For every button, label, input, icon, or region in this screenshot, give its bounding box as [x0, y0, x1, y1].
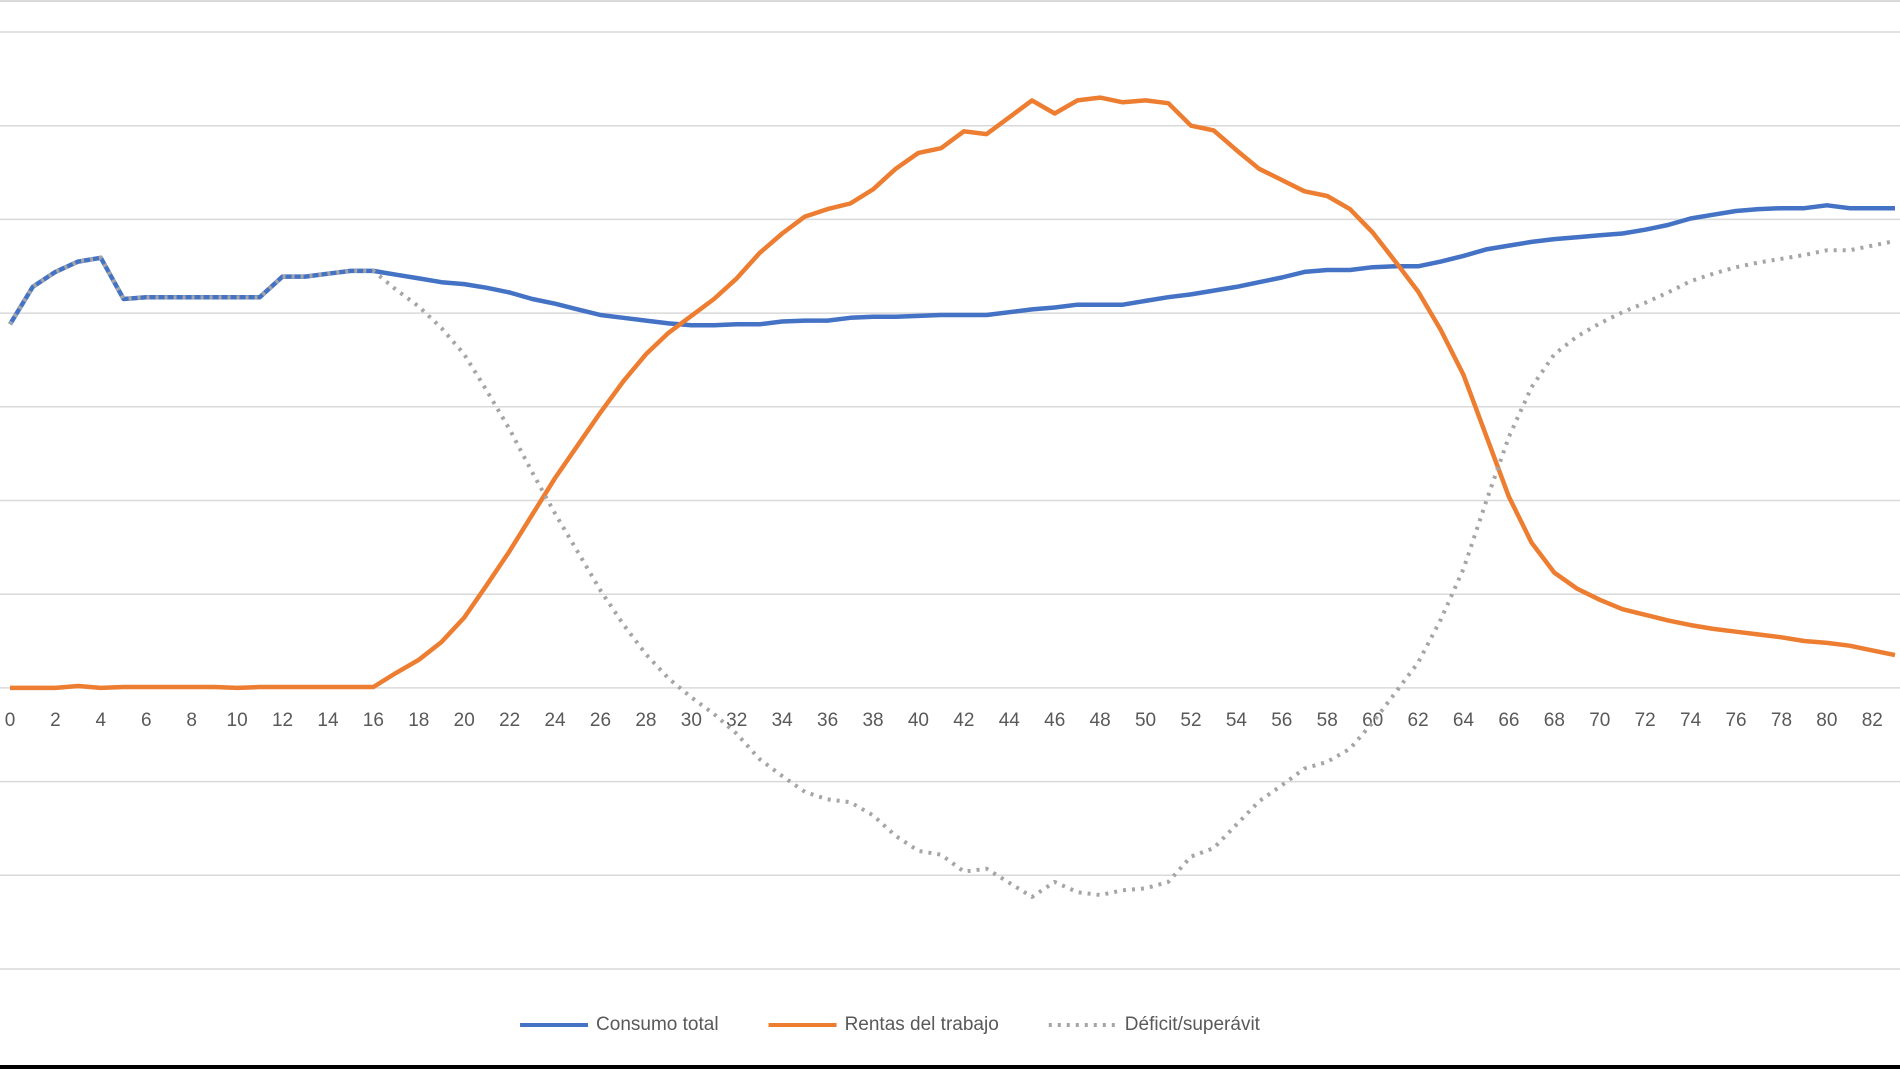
x-tick-label: 76: [1725, 710, 1746, 731]
x-tick-label: 40: [908, 710, 929, 731]
x-tick-label: 24: [544, 710, 566, 731]
x-tick-label: 36: [817, 710, 838, 731]
series-line: [8, 203, 1895, 328]
x-tick-label: 10: [227, 710, 248, 731]
x-tick-label: 58: [1317, 710, 1338, 731]
x-tick-label: 12: [272, 710, 293, 731]
legend-label: Rentas del trabajo: [845, 1014, 999, 1035]
x-tick-label: 68: [1544, 710, 1565, 731]
x-tick-label: 62: [1408, 710, 1429, 731]
x-tick-label: 74: [1680, 710, 1702, 731]
series-line: [8, 239, 1896, 899]
x-tick-label: 46: [1044, 710, 1065, 731]
x-tick-label: 14: [317, 710, 339, 731]
x-tick-label: 44: [999, 710, 1021, 731]
x-tick-label: 54: [1226, 710, 1248, 731]
x-tick-label: 0: [5, 710, 16, 731]
x-tick-label: 4: [96, 710, 107, 731]
legend-label: Consumo total: [596, 1014, 719, 1035]
x-tick-label: 72: [1635, 710, 1656, 731]
x-tick-label: 52: [1180, 710, 1201, 731]
x-tick-label: 34: [772, 710, 794, 731]
x-tick-label: 48: [1090, 710, 1111, 731]
x-tick-label: 8: [186, 710, 197, 731]
x-tick-label: 80: [1816, 710, 1837, 731]
x-tick-label: 42: [953, 710, 974, 731]
x-tick-label: 56: [1271, 710, 1292, 731]
series-line: [10, 95, 1896, 691]
x-tick-label: 64: [1453, 710, 1475, 731]
x-tick-label: 82: [1862, 710, 1883, 731]
x-tick-label: 28: [635, 710, 656, 731]
x-tick-label: 50: [1135, 710, 1156, 731]
x-tick-label: 2: [50, 710, 61, 731]
x-tick-label: 66: [1498, 710, 1519, 731]
x-tick-label: 16: [363, 710, 384, 731]
x-tick-label: 78: [1771, 710, 1792, 731]
x-tick-label: 32: [726, 710, 747, 731]
x-tick-label: 70: [1589, 710, 1610, 731]
legend: Consumo total Rentas del trabajo Déficit/s…: [520, 1014, 1261, 1035]
x-tick-label: 26: [590, 710, 611, 731]
x-tick-label: 38: [862, 710, 883, 731]
legend-label: Déficit/superávit: [1125, 1014, 1261, 1035]
x-tick-label: 6: [141, 710, 152, 731]
x-tick-label: 18: [408, 710, 429, 731]
x-tick-label: 20: [454, 710, 475, 731]
x-tick-label: 60: [1362, 710, 1383, 731]
x-tick-label: 30: [681, 710, 702, 731]
x-tick-label: 22: [499, 710, 520, 731]
